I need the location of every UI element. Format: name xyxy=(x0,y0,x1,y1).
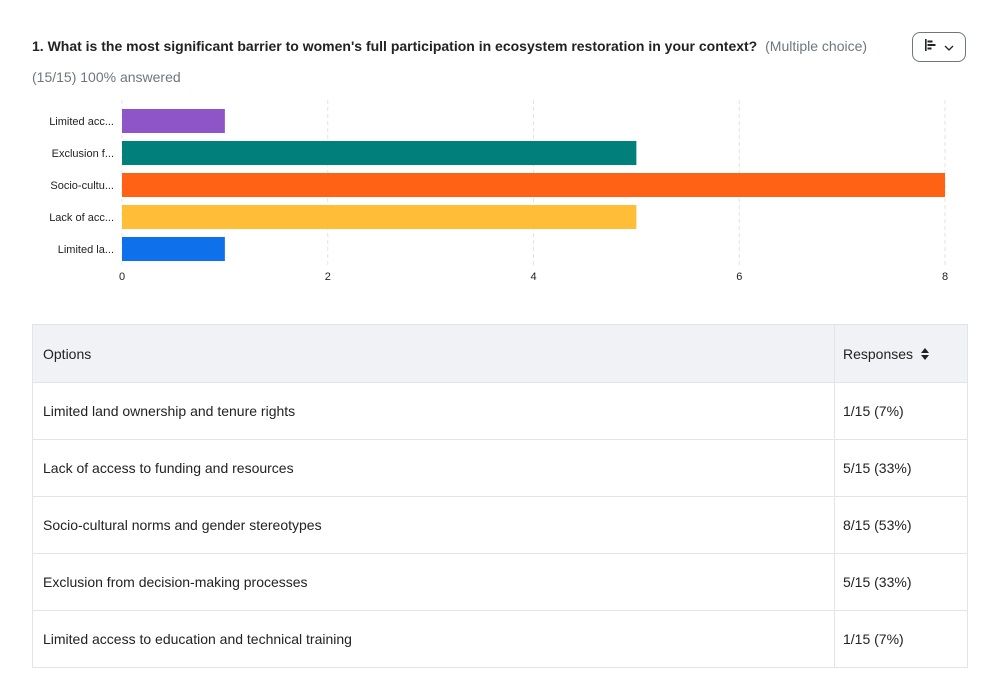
response-cell: 1/15 (7%) xyxy=(843,631,904,647)
category-label: Socio-cultu... xyxy=(50,180,114,192)
option-cell: Limited land ownership and tenure rights xyxy=(33,383,835,439)
bar-chart: 0 2 4 6 8 Limited acc... Exclusion f... Socio-c… xyxy=(49,100,948,283)
option-cell: Lack of access to funding and resources xyxy=(33,440,835,496)
question-title: 1. What is the most significant barrier … xyxy=(32,38,758,54)
bar[interactable] xyxy=(122,237,225,261)
bar[interactable] xyxy=(122,109,225,133)
response-cell: 8/15 (53%) xyxy=(843,517,912,533)
responses-table: Options Responses Limited land ownership… xyxy=(32,324,968,668)
option-cell: Socio-cultural norms and gender stereoty… xyxy=(33,497,835,553)
question-type: (Multiple choice) xyxy=(765,38,868,54)
table-row: Exclusion from decision-making processes… xyxy=(33,553,967,610)
table-row: Lack of access to funding and resources … xyxy=(33,439,967,496)
bar-chart-icon xyxy=(924,38,938,57)
category-label: Limited acc... xyxy=(49,116,114,128)
table-row: Socio-cultural norms and gender stereoty… xyxy=(33,496,967,553)
bar[interactable] xyxy=(122,141,637,165)
x-tick-label: 2 xyxy=(325,271,331,283)
table-row: Limited land ownership and tenure rights… xyxy=(33,382,967,439)
x-tick-label: 0 xyxy=(119,271,125,283)
chart-type-dropdown[interactable] xyxy=(912,32,966,62)
option-cell: Limited access to education and technica… xyxy=(33,611,835,667)
x-tick-label: 8 xyxy=(942,271,948,283)
category-label: Limited la... xyxy=(58,244,114,256)
sort-icon[interactable] xyxy=(921,347,930,360)
table-row: Limited access to education and technica… xyxy=(33,610,967,667)
bar[interactable] xyxy=(122,205,637,229)
bar[interactable] xyxy=(122,173,945,197)
x-tick-label: 4 xyxy=(530,271,536,283)
category-label: Lack of acc... xyxy=(49,212,114,224)
response-cell: 1/15 (7%) xyxy=(843,403,904,419)
response-cell: 5/15 (33%) xyxy=(843,460,912,476)
responses-column-header[interactable]: Responses xyxy=(835,325,967,382)
responses-header-label: Responses xyxy=(843,345,914,362)
answer-stats: (15/15) 100% answered xyxy=(32,69,181,85)
option-cell: Exclusion from decision-making processes xyxy=(33,554,835,610)
question-header: 1. What is the most significant barrier … xyxy=(32,38,892,54)
category-label: Exclusion f... xyxy=(52,148,114,160)
x-tick-label: 6 xyxy=(736,271,742,283)
response-cell: 5/15 (33%) xyxy=(843,574,912,590)
chevron-down-icon xyxy=(944,38,954,56)
table-header-row: Options Responses xyxy=(33,325,967,382)
options-column-header: Options xyxy=(33,325,835,382)
